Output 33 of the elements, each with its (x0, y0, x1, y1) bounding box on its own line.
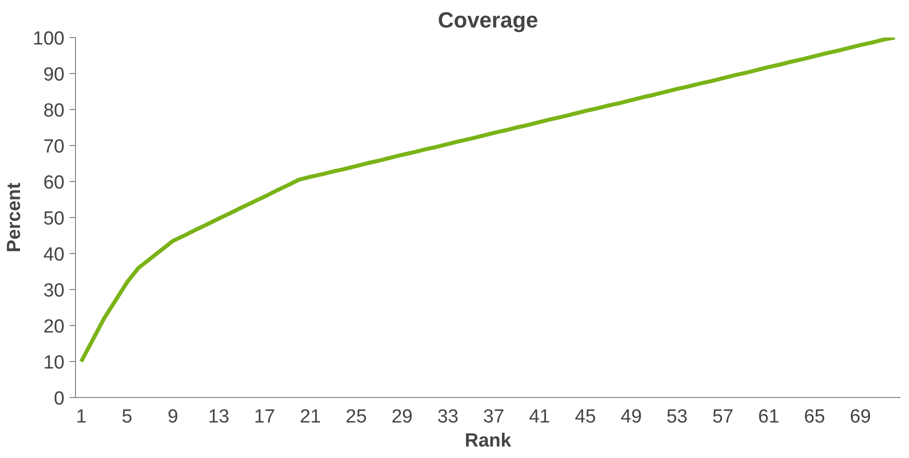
x-tick-label: 45 (574, 406, 596, 428)
x-tick-label: 61 (758, 406, 780, 428)
x-tick-label: 57 (712, 406, 734, 428)
y-tick-label: 90 (43, 64, 65, 86)
y-tick-label: 100 (32, 28, 64, 50)
line-series (79, 38, 897, 364)
x-tick-label: 17 (254, 406, 276, 428)
x-tick-label: 5 (122, 406, 132, 428)
x-tick-label: 13 (208, 406, 230, 428)
y-axis-title: Percent (4, 182, 25, 252)
x-axis-title: Rank (464, 430, 512, 452)
y-tick-label: 50 (43, 208, 65, 230)
x-tick-label: 49 (620, 406, 642, 428)
x-tick-label: 53 (666, 406, 688, 428)
x-tick-label: 41 (528, 406, 550, 428)
y-tick-label: 70 (43, 136, 65, 158)
x-tick-label: 9 (168, 406, 178, 428)
x-tick-label: 21 (300, 406, 321, 428)
x-tick-label: 33 (437, 406, 458, 428)
y-tick-label: 80 (43, 100, 65, 122)
y-tick-label: 40 (43, 244, 65, 266)
x-tick-label: 65 (804, 406, 826, 428)
x-tick-label: 29 (391, 406, 413, 428)
y-tick-label: 10 (43, 352, 65, 374)
chart-title: Coverage (438, 8, 538, 32)
x-tick-label: 69 (850, 406, 871, 428)
x-tick-label: 25 (346, 406, 367, 428)
x-tick-label: 37 (483, 406, 504, 428)
y-tick-label: 60 (43, 172, 65, 194)
y-tick-label: 30 (43, 280, 65, 302)
y-tick-label: 20 (43, 316, 65, 338)
x-tick-label: 1 (76, 406, 87, 428)
y-tick-label: 0 (54, 388, 65, 410)
